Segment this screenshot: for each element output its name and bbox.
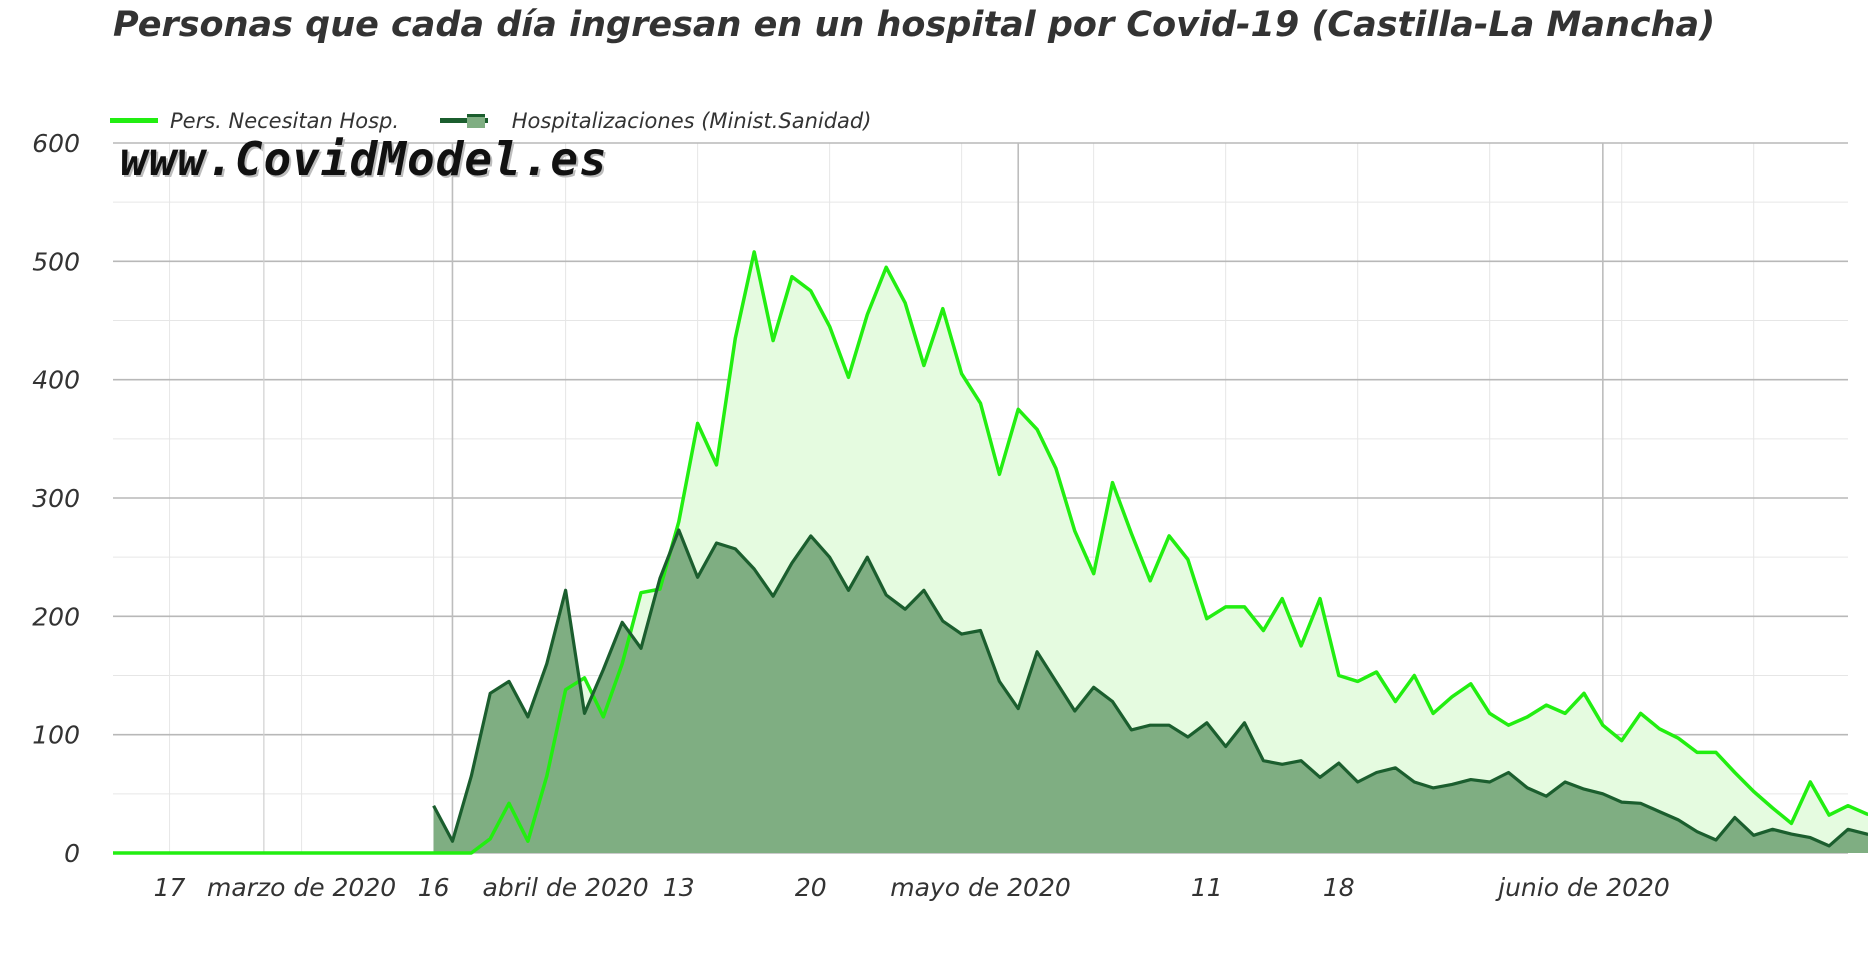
y-tick-label: 600 bbox=[32, 129, 80, 158]
y-tick-label: 0 bbox=[64, 839, 80, 868]
y-tick-label: 300 bbox=[32, 484, 80, 513]
series-line-0 bbox=[113, 250, 1868, 855]
legend-item-pers-necesitan[interactable]: Pers. Necesitan Hosp. bbox=[110, 109, 399, 133]
series-area-1 bbox=[433, 530, 1868, 853]
y-tick-label: 500 bbox=[32, 247, 80, 276]
legend-box-dark-green bbox=[466, 113, 485, 128]
y-tick-label: 200 bbox=[32, 602, 80, 631]
watermark-text: www.CovidModel.es bbox=[120, 132, 608, 186]
x-tick-label: 18 bbox=[1323, 873, 1355, 902]
x-tick-label: abril de 2020 bbox=[483, 873, 649, 902]
y-tick-label: 100 bbox=[32, 721, 80, 750]
x-tick-label: 13 bbox=[663, 873, 695, 902]
x-tick-label: 20 bbox=[795, 873, 827, 902]
x-axis-ticks: 17 marzo de 2020 16 abril de 2020 13 20 mayo d… bbox=[154, 873, 1670, 902]
x-tick-label: marzo de 2020 bbox=[207, 873, 396, 902]
x-tick-label: 17 bbox=[154, 873, 186, 902]
series-line-1 bbox=[432, 528, 1868, 848]
legend-swatch-dark-green bbox=[439, 118, 488, 123]
legend-label-hospitalizaciones: Hospitalizaciones (Minist.Sanidad) bbox=[511, 108, 872, 133]
x-tick-label: junio de 2020 bbox=[1495, 873, 1670, 902]
chart-title: Personas que cada día ingresan en un hos… bbox=[113, 5, 1716, 45]
legend-item-hospitalizaciones[interactable]: Hospitalizaciones (Minist.Sanidad) bbox=[439, 108, 872, 133]
legend-label-pers-necesitan: Pers. Necesitan Hosp. bbox=[170, 108, 400, 133]
y-axis-ticks: 0 100 200 300 400 500 600 bbox=[32, 129, 80, 868]
x-tick-label: 16 bbox=[418, 873, 450, 902]
y-tick-label: 400 bbox=[32, 366, 80, 395]
series-lines bbox=[113, 250, 1868, 855]
x-tick-label: 11 bbox=[1191, 873, 1223, 902]
legend: Pers. Necesitan Hosp. Hospitalizaciones … bbox=[110, 104, 905, 133]
series-area-0 bbox=[113, 251, 1868, 853]
series-areas bbox=[113, 251, 1868, 853]
legend-swatch-light-green bbox=[110, 118, 158, 123]
x-tick-label: mayo de 2020 bbox=[890, 873, 1071, 902]
